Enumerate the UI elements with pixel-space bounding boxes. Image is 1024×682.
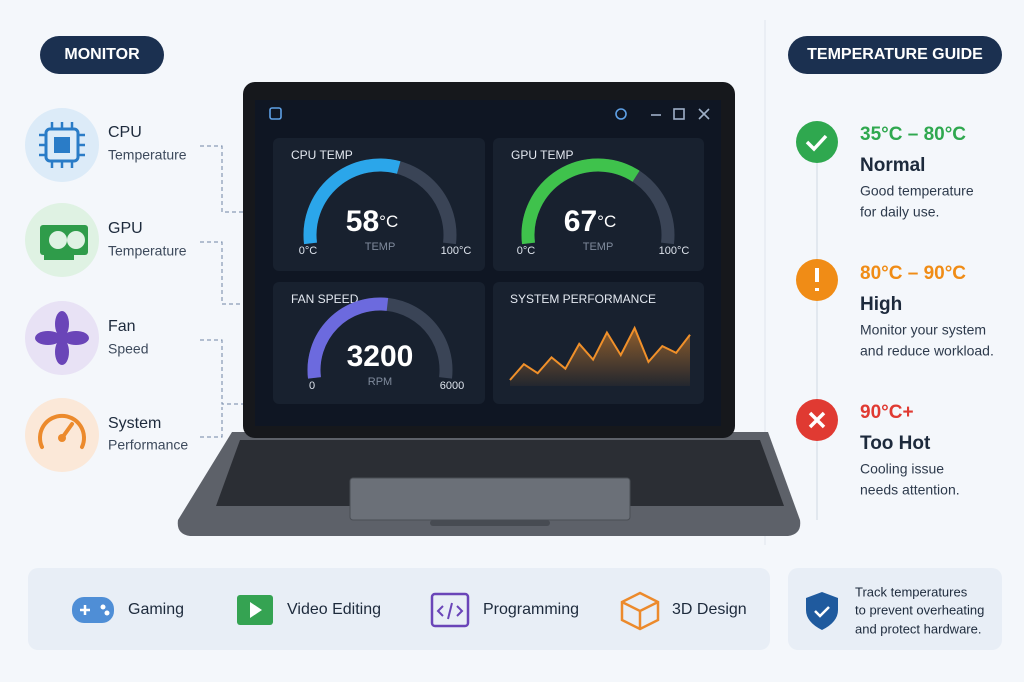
- gauge-unit: °C: [379, 212, 398, 231]
- titlebar-icons: [269, 107, 710, 120]
- gpu-icon: [25, 203, 99, 277]
- gauge-unit: °C: [597, 212, 616, 231]
- guide-icons: [796, 121, 838, 441]
- cpu-icon: [25, 108, 99, 182]
- level-label: Normal: [860, 155, 925, 176]
- hinge-notch: [430, 520, 550, 526]
- item-subtitle: Temperature: [108, 147, 187, 163]
- gauge-value: [303, 158, 401, 245]
- gauge-reading: 3200: [347, 340, 414, 373]
- use-case: Video Editing: [287, 601, 381, 618]
- use-case-panel: [28, 568, 770, 650]
- use-case: 3D Design: [672, 601, 747, 618]
- trackpad: [349, 477, 631, 521]
- level-description: and reduce workload.: [860, 343, 994, 359]
- guide-pill: [788, 36, 1002, 74]
- note: Track temperatures to prevent overheatin…: [855, 584, 984, 636]
- use-case: Programming: [483, 601, 579, 618]
- gauge-caption: TEMP: [365, 241, 396, 253]
- note-line: Track temperatures: [855, 584, 968, 599]
- card: [273, 138, 485, 271]
- level-range: 80°C – 90°C: [860, 263, 966, 284]
- note-line: and protect hardware.: [855, 621, 981, 636]
- card-title: SYSTEM PERFORMANCE: [510, 292, 656, 306]
- fan-icon: [25, 301, 99, 375]
- gauge-limit: 0°C: [517, 245, 536, 257]
- card: [273, 282, 485, 404]
- level-description: for daily use.: [860, 204, 939, 220]
- monitor-title: MONITOR: [64, 46, 140, 63]
- gauge-value-text: 67: [564, 205, 597, 238]
- gauge-reading: 67°C: [564, 205, 616, 238]
- note-line: to prevent overheating: [855, 602, 984, 617]
- item-title: CPU: [108, 124, 142, 141]
- connectors: [200, 145, 267, 438]
- level-description: Good temperature: [860, 183, 974, 199]
- card-title: FAN SPEED: [291, 292, 359, 306]
- monitor-labels: CPU Temperature GPU Temperature Fan Spee…: [108, 124, 188, 452]
- gauge-value-text: 58: [346, 205, 379, 238]
- card: [493, 138, 704, 271]
- performance-line: [509, 325, 691, 381]
- item-subtitle: Performance: [108, 437, 188, 453]
- level-label: Too Hot: [860, 433, 931, 454]
- card-title: CPU TEMP: [291, 148, 353, 162]
- performance-area: [510, 328, 690, 386]
- level-range: 90°C+: [860, 402, 914, 423]
- gauge-limit: 0: [309, 380, 315, 392]
- level-description: Monitor your system: [860, 322, 986, 338]
- item-subtitle: Speed: [108, 341, 148, 357]
- gauge-limit: 6000: [440, 380, 464, 392]
- gauge-limit: 0°C: [299, 245, 318, 257]
- gauge-reading: 58°C: [346, 205, 398, 238]
- monitor-pill: [40, 36, 164, 74]
- gauge-caption: RPM: [368, 376, 392, 388]
- use-case-icons: [72, 591, 838, 631]
- level-description: Cooling issue: [860, 461, 944, 477]
- note-panel: [788, 568, 1002, 650]
- gauge-limit: 100°C: [441, 245, 472, 257]
- use-case: Gaming: [128, 601, 184, 618]
- gauge-limit: 100°C: [659, 245, 690, 257]
- guide-title: TEMPERATURE GUIDE: [807, 46, 983, 63]
- item-subtitle: Temperature: [108, 243, 187, 259]
- level-label: High: [860, 294, 902, 315]
- gauge-caption: TEMP: [583, 241, 614, 253]
- card-title: GPU TEMP: [511, 148, 573, 162]
- use-case-labels: Gaming Video Editing Programming 3D Desi…: [128, 601, 747, 618]
- performance-icon: [25, 398, 99, 472]
- level-description: needs attention.: [860, 482, 960, 498]
- item-title: GPU: [108, 220, 143, 237]
- gauge-value-text: 3200: [347, 340, 414, 373]
- item-title: Fan: [108, 318, 136, 335]
- gauge-value: [521, 158, 640, 245]
- item-title: System: [108, 415, 161, 432]
- level-range: 35°C – 80°C: [860, 124, 966, 145]
- gauge-value: [307, 297, 389, 379]
